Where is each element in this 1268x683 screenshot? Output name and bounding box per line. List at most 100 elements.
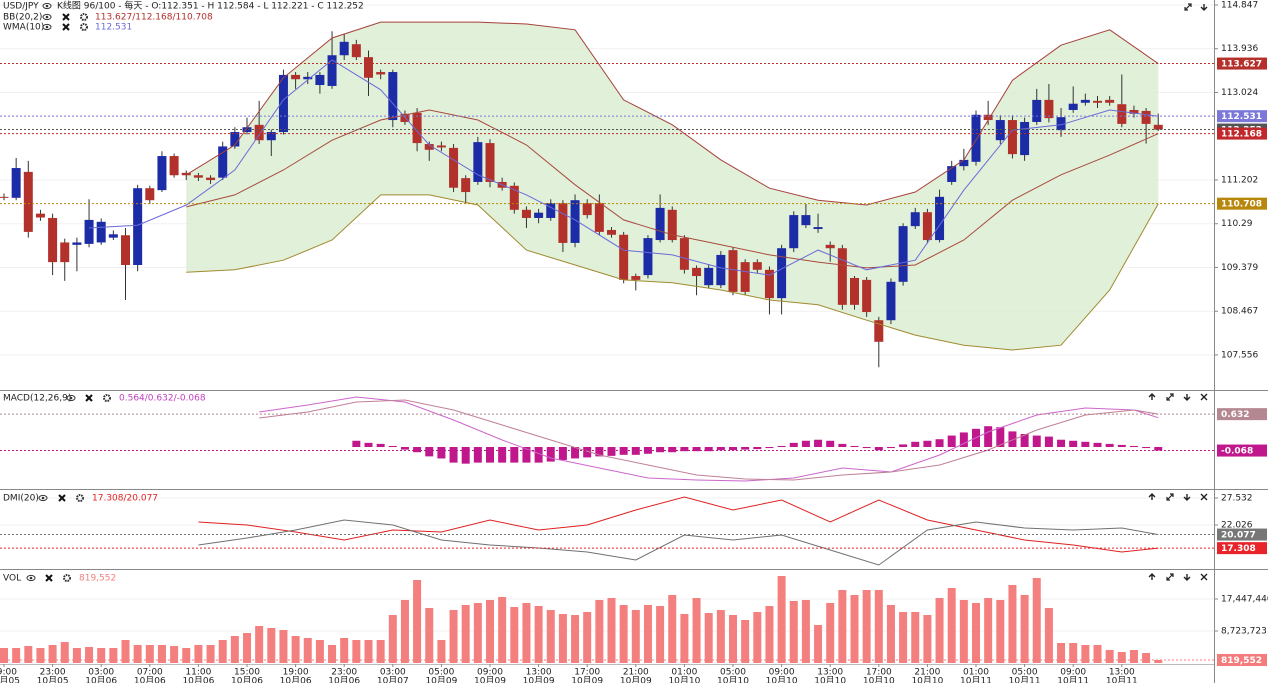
bar bbox=[923, 440, 932, 448]
move-up-button[interactable] bbox=[1148, 393, 1156, 400]
visibility-toggle[interactable] bbox=[42, 23, 52, 31]
bar bbox=[583, 612, 592, 663]
settings-button[interactable] bbox=[63, 574, 71, 582]
bar bbox=[716, 610, 725, 663]
close-panel-button[interactable] bbox=[1200, 393, 1208, 401]
visibility-toggle-pupil bbox=[69, 396, 73, 400]
move-up-button[interactable] bbox=[1148, 493, 1156, 500]
remove-button[interactable] bbox=[62, 13, 70, 21]
remove-button[interactable] bbox=[45, 574, 53, 582]
remove-button[interactable] bbox=[85, 394, 93, 402]
candle-body bbox=[813, 227, 823, 230]
settings-button[interactable] bbox=[76, 494, 84, 502]
value-box bbox=[1217, 408, 1267, 421]
value-box-label: 17.308 bbox=[1221, 544, 1256, 554]
x-date-label: 10月09 bbox=[620, 676, 652, 683]
move-down-button[interactable] bbox=[1200, 4, 1208, 11]
close-panel-button[interactable] bbox=[1200, 573, 1208, 581]
bar bbox=[899, 612, 908, 663]
visibility-toggle-pupil bbox=[45, 15, 49, 19]
candle-body bbox=[922, 212, 932, 241]
panel-readout: 17.308/20.077 bbox=[92, 494, 158, 504]
bar bbox=[886, 605, 895, 663]
remove-button[interactable] bbox=[58, 494, 66, 502]
value-box-label: 0.632 bbox=[1221, 410, 1249, 420]
bar bbox=[765, 606, 774, 663]
maximize-button[interactable] bbox=[1166, 493, 1174, 501]
move-down-button[interactable] bbox=[1183, 394, 1191, 401]
bar bbox=[97, 648, 106, 663]
settings-button[interactable] bbox=[80, 13, 88, 21]
bar bbox=[449, 447, 458, 463]
bar bbox=[680, 614, 689, 663]
maximize-button[interactable] bbox=[1166, 573, 1174, 581]
candle-body bbox=[1007, 120, 1017, 155]
x-date-label: 10月09 bbox=[523, 676, 555, 683]
visibility-toggle[interactable] bbox=[42, 13, 52, 21]
visibility-toggle[interactable] bbox=[42, 2, 52, 10]
move-down-button[interactable] bbox=[1183, 574, 1191, 581]
candle-body bbox=[983, 114, 993, 121]
bar bbox=[607, 598, 616, 663]
x-date-label: 10月10 bbox=[668, 676, 700, 683]
panel-title: MACD(12,26,9) bbox=[3, 394, 71, 404]
bar bbox=[1057, 439, 1066, 448]
close-panel-button[interactable] bbox=[1200, 493, 1208, 501]
move-down-button[interactable] bbox=[1183, 494, 1191, 501]
bar bbox=[157, 645, 166, 663]
bar bbox=[1093, 442, 1102, 448]
band-line bbox=[186, 194, 1159, 351]
candle-body bbox=[449, 147, 459, 188]
x-date-label: 10月10 bbox=[911, 676, 943, 683]
candle-body bbox=[667, 209, 677, 241]
remove-button[interactable] bbox=[62, 23, 70, 31]
bar bbox=[668, 595, 677, 663]
bar bbox=[315, 640, 324, 663]
settings-button[interactable] bbox=[103, 394, 111, 402]
y-tick-label: 8,723,723 bbox=[1221, 626, 1267, 636]
bar bbox=[1093, 645, 1102, 663]
visibility-toggle-pupil bbox=[45, 25, 49, 29]
bar bbox=[789, 442, 798, 448]
bar bbox=[996, 600, 1005, 663]
candle-body bbox=[1056, 117, 1066, 131]
x-tick-label: 21:00 bbox=[623, 668, 649, 678]
candle-body bbox=[121, 235, 130, 266]
bar bbox=[984, 426, 993, 448]
settings-button[interactable] bbox=[80, 23, 88, 31]
bar bbox=[388, 615, 397, 663]
visibility-toggle[interactable] bbox=[66, 394, 76, 402]
candle-body bbox=[60, 242, 70, 263]
visibility-toggle[interactable] bbox=[26, 574, 36, 582]
bar bbox=[656, 447, 665, 453]
x-date-label: 10月06 bbox=[85, 676, 117, 683]
candle-body bbox=[716, 254, 726, 286]
bar bbox=[0, 648, 8, 663]
bar bbox=[862, 590, 871, 663]
value-box bbox=[1217, 197, 1267, 210]
bar bbox=[1081, 645, 1090, 663]
candle-body bbox=[157, 156, 167, 191]
candle-body bbox=[728, 250, 738, 292]
maximize-button[interactable] bbox=[1184, 3, 1192, 11]
visibility-toggle[interactable] bbox=[38, 494, 48, 502]
value-box bbox=[1217, 127, 1267, 140]
bar bbox=[133, 645, 142, 663]
candle-body bbox=[1068, 103, 1078, 110]
candle-body bbox=[959, 159, 969, 167]
bar bbox=[12, 648, 21, 663]
bar bbox=[376, 443, 385, 448]
bar bbox=[729, 447, 737, 451]
candle-body bbox=[971, 114, 981, 162]
bar bbox=[1117, 652, 1126, 663]
x-tick-label: 01:00 bbox=[963, 668, 989, 678]
maximize-button[interactable] bbox=[1166, 393, 1174, 401]
x-tick-label: 13:00 bbox=[526, 668, 552, 678]
candle-body bbox=[801, 215, 811, 226]
panel-readout: 0.564/0.632/-0.068 bbox=[119, 394, 206, 404]
candle-body bbox=[631, 276, 641, 280]
bar bbox=[619, 447, 628, 455]
candle-body bbox=[837, 248, 847, 305]
move-up-button[interactable] bbox=[1148, 573, 1156, 580]
bar bbox=[947, 435, 956, 448]
